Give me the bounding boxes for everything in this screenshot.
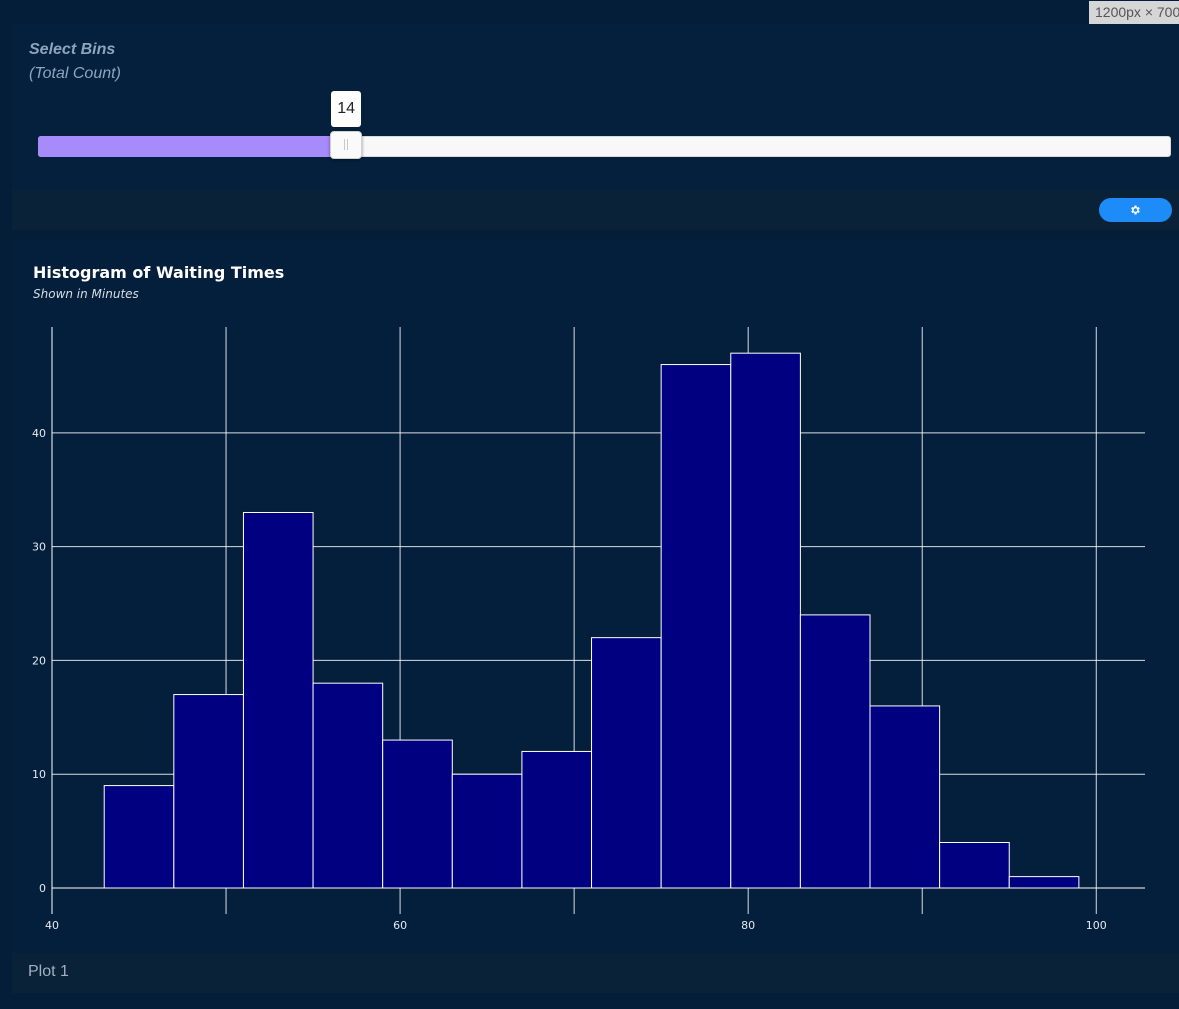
y-tick-label: 40 — [32, 427, 46, 440]
slider-value-tooltip: 14 — [331, 91, 362, 127]
x-tick-label: 100 — [1086, 919, 1107, 932]
y-tick-label: 10 — [32, 768, 46, 781]
viewport-size-badge: 1200px × 700 — [1089, 1, 1179, 24]
plot-label: Plot 1 — [28, 963, 69, 980]
histogram-bar — [242, 511, 314, 889]
histogram-bar — [521, 750, 593, 889]
histogram-bar — [382, 739, 453, 889]
histogram-bar — [173, 694, 244, 889]
histogram-bar — [660, 364, 732, 889]
histogram-bar — [1008, 876, 1080, 889]
settings-button[interactable] — [1099, 198, 1172, 222]
x-tick-label: 60 — [393, 919, 407, 932]
histogram-bar — [730, 352, 801, 889]
bins-slider-panel — [12, 24, 1179, 190]
histogram-bar — [869, 705, 941, 889]
y-tick-label: 30 — [32, 541, 46, 554]
y-tick-label: 0 — [39, 882, 46, 895]
histogram-bar — [312, 682, 384, 889]
histogram-bar — [799, 614, 871, 889]
histogram-bar — [451, 773, 523, 889]
chart-title: Histogram of Waiting Times — [33, 263, 285, 282]
slider-sublabel: (Total Count) — [29, 65, 121, 82]
y-tick-label: 20 — [32, 654, 46, 667]
x-tick-label: 80 — [741, 919, 755, 932]
chart-subtitle: Shown in Minutes — [33, 287, 139, 301]
chart-toolbar — [12, 190, 1179, 230]
chart-footer — [12, 953, 1179, 993]
bins-slider-handle[interactable] — [330, 131, 363, 159]
grip-icon — [344, 139, 349, 150]
histogram-bar — [103, 785, 175, 889]
histogram-bar — [939, 841, 1010, 889]
histogram-bar — [591, 637, 662, 889]
x-tick-label: 40 — [45, 919, 59, 932]
slider-label: Select Bins — [29, 41, 116, 58]
bins-slider-fill — [38, 136, 347, 157]
gear-icon — [1131, 205, 1140, 215]
